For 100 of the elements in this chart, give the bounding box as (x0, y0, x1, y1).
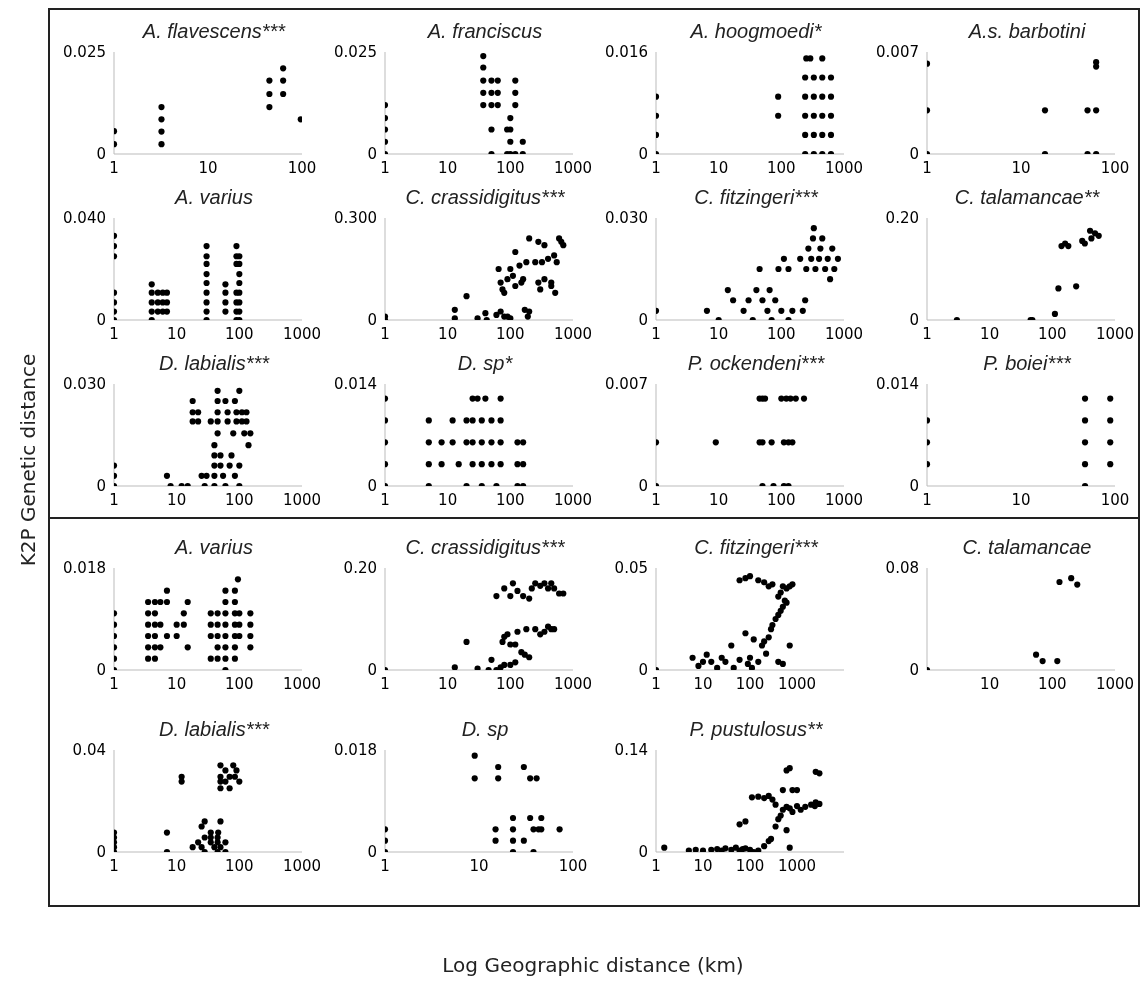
y-tick-label: 0 (96, 843, 106, 862)
y-tick-label: 0 (638, 311, 648, 330)
x-tick-label: 1 (109, 856, 119, 875)
x-tick-label: 1 (380, 674, 390, 693)
chart-title: D. labialis*** (157, 718, 271, 742)
x-tick-label: 1 (380, 158, 390, 177)
x-tick-label: 1 (922, 490, 932, 509)
chart-title: D. sp (460, 718, 510, 742)
x-tick-label: 100 (558, 856, 588, 875)
y-tick-label: 0.20 (343, 559, 377, 578)
x-tick-label: 10 (167, 856, 187, 875)
y-tick-label: 0 (96, 477, 106, 496)
x-tick-label: 1 (651, 158, 661, 177)
x-tick-label: 100 (1100, 490, 1130, 509)
x-tick-label: 100 (496, 324, 525, 343)
x-tick-label: 10 (198, 158, 218, 177)
y-tick-label: 0.007 (605, 375, 648, 394)
chart-title: C. talamancae** (953, 186, 1101, 210)
x-tick-label: 1 (380, 324, 390, 343)
x-tick-label: 1000 (282, 324, 322, 343)
x-tick-label: 100 (767, 158, 796, 177)
y-tick-label: 0.018 (334, 741, 377, 760)
y-tick-label: 0.025 (63, 43, 106, 62)
y-tick-label: 0.04 (72, 741, 106, 760)
y-tick-label: 0.016 (605, 43, 648, 62)
chart-title: P. ockendeni*** (686, 352, 826, 376)
x-tick-label: 10 (167, 674, 187, 693)
text: K2P Genetic distance (16, 352, 40, 569)
x-tick-label: 100 (767, 490, 796, 509)
y-tick-label: 0.014 (334, 375, 377, 394)
y-tick-label: 0 (96, 661, 106, 680)
chart-title: C. fitzingeri*** (693, 186, 819, 210)
x-tick-label: 100 (496, 674, 525, 693)
x-tick-label: 10 (1011, 490, 1031, 509)
x-tick-label: 10 (438, 674, 458, 693)
x-tick-label: 1000 (824, 490, 864, 509)
chart-title: A. varius (173, 186, 254, 210)
x-tick-label: 1 (651, 324, 661, 343)
x-tick-label: 100 (1038, 674, 1067, 693)
x-tick-label: 1 (651, 856, 661, 875)
x-tick-label: 1000 (553, 490, 593, 509)
y-tick-label: 0.030 (605, 209, 648, 228)
x-tick-label: 10 (167, 490, 187, 509)
x-tick-label: 10 (167, 324, 187, 343)
x-tick-label: 10 (469, 856, 489, 875)
x-tick-label: 10 (438, 490, 458, 509)
x-tick-label: 10 (438, 158, 458, 177)
x-tick-label: 100 (287, 158, 317, 177)
y-tick-label: 0.08 (885, 559, 919, 578)
x-tick-label: 10 (693, 856, 713, 875)
x-tick-label: 1000 (777, 856, 817, 875)
y-tick-label: 0 (367, 661, 377, 680)
x-tick-label: 1 (109, 324, 119, 343)
y-tick-label: 0 (367, 843, 377, 862)
x-tick-label: 100 (1100, 158, 1130, 177)
chart-title: A. franciscus (426, 20, 544, 44)
y-tick-label: 0 (638, 843, 648, 862)
x-tick-label: 1000 (1095, 324, 1135, 343)
chart-title: A.s. barbotini (967, 20, 1087, 44)
y-tick-label: 0.030 (63, 375, 106, 394)
x-tick-label: 100 (225, 674, 254, 693)
y-tick-label: 0 (638, 477, 648, 496)
chart-title: A. varius (173, 536, 254, 560)
text: Log Geographic distance (km) (441, 953, 745, 977)
x-tick-label: 100 (225, 490, 254, 509)
x-tick-label: 1 (922, 324, 932, 343)
y-tick-label: 0 (367, 145, 377, 164)
y-tick-label: 0.05 (614, 559, 648, 578)
x-tick-label: 1 (380, 856, 390, 875)
x-tick-label: 100 (1038, 324, 1067, 343)
x-tick-label: 1 (109, 158, 119, 177)
x-tick-label: 10 (1011, 158, 1031, 177)
y-tick-label: 0.14 (614, 741, 648, 760)
x-tick-label: 1000 (553, 674, 593, 693)
y-tick-label: 0.20 (885, 209, 919, 228)
chart-title: A. flavescens*** (141, 20, 287, 44)
chart-title: C. fitzingeri*** (693, 536, 819, 560)
y-tick-label: 0 (367, 477, 377, 496)
x-tick-label: 1 (651, 674, 661, 693)
y-tick-label: 0 (638, 661, 648, 680)
chart-title: C. crassidigitus*** (404, 186, 566, 210)
x-tick-label: 100 (225, 856, 254, 875)
chart-title: A. hoogmoedi* (688, 20, 823, 44)
y-tick-label: 0.007 (876, 43, 919, 62)
x-tick-label: 1000 (282, 856, 322, 875)
chart-title: P. pustulosus** (688, 718, 824, 742)
chart-title: C. crassidigitus*** (404, 536, 566, 560)
x-tick-label: 1 (380, 490, 390, 509)
x-tick-label: 10 (693, 674, 713, 693)
y-tick-label: 0.018 (63, 559, 106, 578)
x-tick-label: 10 (709, 490, 729, 509)
x-tick-label: 100 (735, 856, 765, 875)
y-tick-label: 0.014 (876, 375, 919, 394)
y-tick-label: 0.300 (334, 209, 377, 228)
y-tick-label: 0.040 (63, 209, 106, 228)
x-tick-label: 100 (767, 324, 796, 343)
x-tick-label: 1000 (282, 674, 322, 693)
x-tick-label: 1000 (824, 324, 864, 343)
x-tick-label: 10 (709, 158, 729, 177)
x-tick-label: 100 (735, 674, 765, 693)
